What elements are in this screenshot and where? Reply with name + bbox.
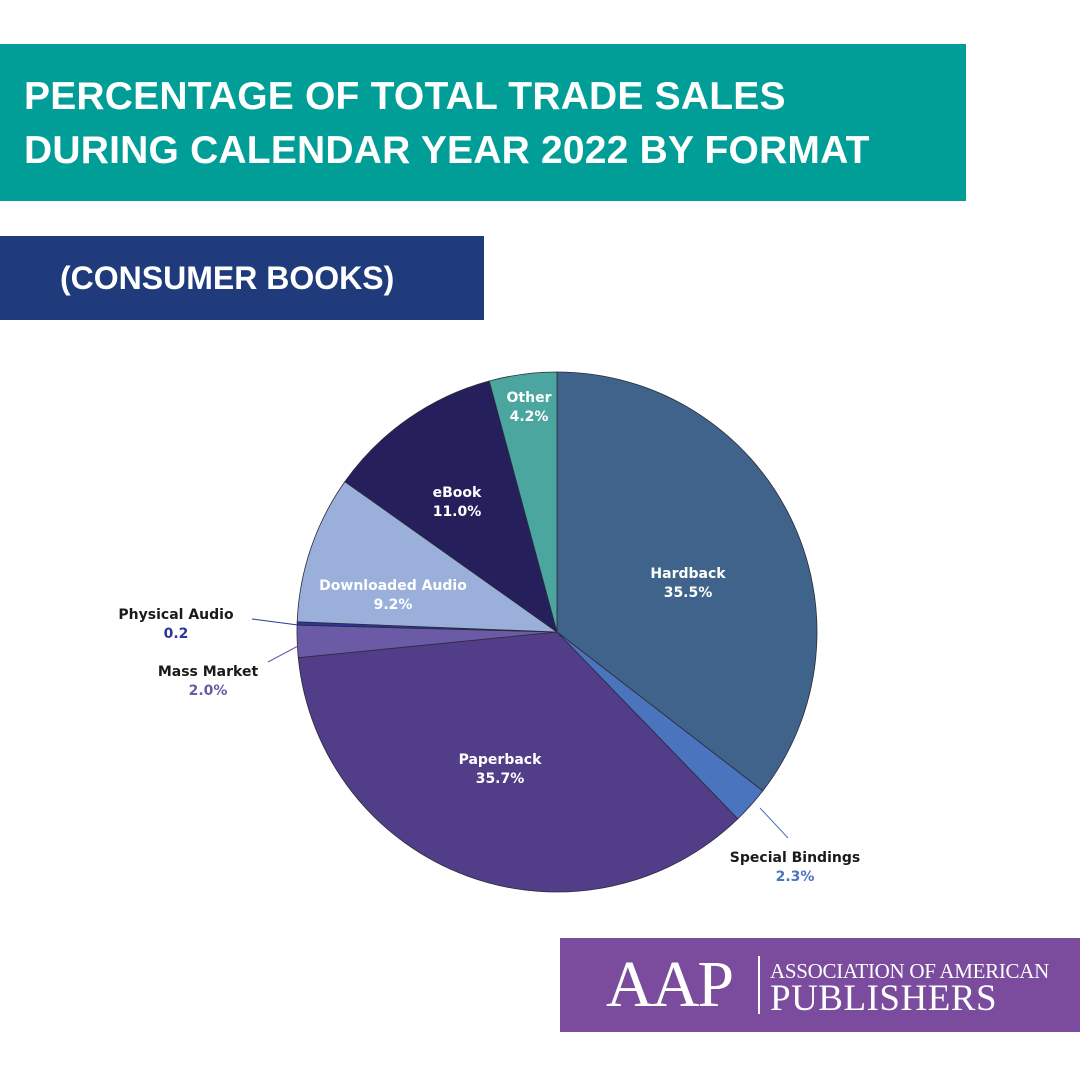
pie-slice-downloaded-audio [296, 481, 559, 633]
title-banner: PERCENTAGE OF TOTAL TRADE SALES DURING C… [0, 44, 966, 201]
slice-value-other: 4.2% [510, 409, 549, 425]
slice-label-hardback: Hardback [650, 566, 726, 582]
slice-value-special-bindings: 2.3% [776, 869, 815, 885]
slice-label-paperback: Paperback [459, 752, 543, 768]
logo-name-line-1: ASSOCIATION OF AMERICAN [770, 959, 1049, 983]
pie-slice-paperback [297, 631, 739, 893]
aap-logo: AAP ASSOCIATION OF AMERICAN PUBLISHERS [560, 938, 1080, 1032]
slice-labels: Hardback 35.5% Special Bindings 2.3% Paperba… [118, 390, 860, 885]
slice-value-downloaded-audio: 9.2% [374, 597, 413, 613]
slice-label-physical-audio: Physical Audio [118, 607, 234, 623]
pie-slice-other [488, 371, 558, 633]
leader-lines [251, 618, 789, 839]
slice-label-other: Other [507, 390, 552, 406]
slice-label-ebook: eBook [433, 485, 482, 501]
leader-line-special-bindings [759, 807, 789, 839]
chart-subtitle: (CONSUMER BOOKS) [60, 259, 395, 296]
slice-label-downloaded-audio: Downloaded Audio [319, 578, 467, 594]
slice-value-hardback: 35.5% [664, 585, 713, 601]
logo-abbreviation: AAP [606, 948, 734, 1021]
pie-slices [296, 371, 818, 893]
leader-line-mass-market [267, 645, 299, 663]
slice-value-paperback: 35.7% [476, 771, 525, 787]
subtitle-banner: (CONSUMER BOOKS) [0, 236, 484, 320]
pie-slice-hardback [556, 371, 818, 792]
slice-label-special-bindings: Special Bindings [730, 850, 860, 866]
slice-label-mass-market: Mass Market [158, 664, 259, 680]
logo-divider [758, 956, 760, 1014]
leader-line-physical-audio [251, 618, 299, 626]
pie-slice-ebook [344, 380, 558, 633]
logo-name-line-2: PUBLISHERS [770, 978, 998, 1019]
slice-value-physical-audio: 0.2 [164, 626, 189, 642]
slice-value-ebook: 11.0% [433, 504, 482, 520]
chart-title-line-1: PERCENTAGE OF TOTAL TRADE SALES [24, 75, 786, 118]
chart-title-line-2: DURING CALENDAR YEAR 2022 BY FORMAT [24, 129, 870, 172]
slice-value-mass-market: 2.0% [189, 683, 228, 699]
